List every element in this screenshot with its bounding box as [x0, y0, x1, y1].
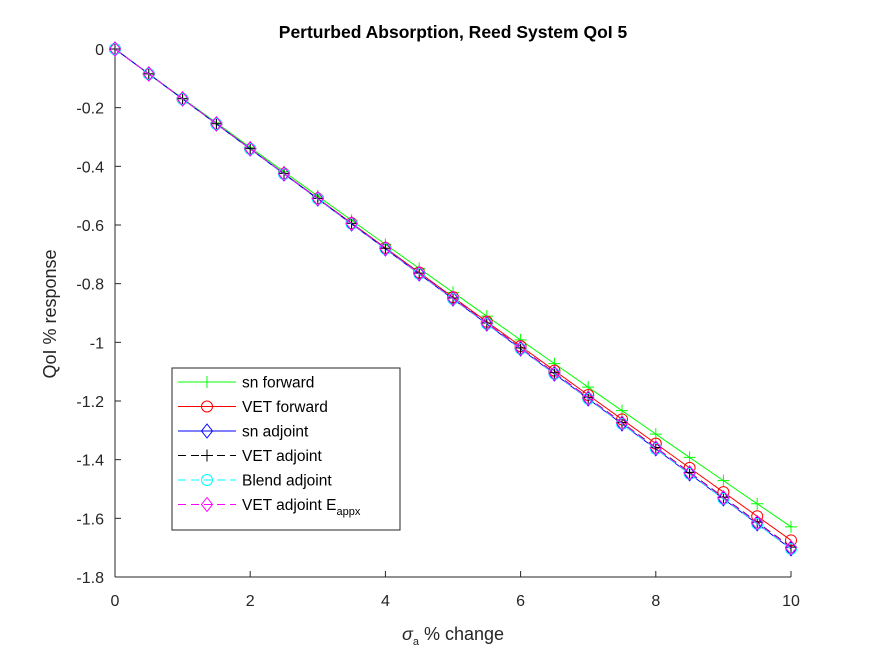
data-point [683, 466, 696, 482]
data-point [649, 440, 662, 456]
y-tick-label: -1 [90, 335, 104, 352]
x-tick-label: 10 [782, 593, 800, 610]
y-tick-label: -0.4 [76, 159, 104, 176]
data-point [176, 91, 189, 107]
data-point [514, 340, 527, 357]
legend-label: sn adjoint [242, 424, 309, 441]
data-point [785, 520, 797, 533]
legend: sn forward VET forward sn adjoint VET adjoi… [171, 367, 401, 531]
data-point [244, 140, 257, 157]
data-point [277, 165, 291, 182]
x-tick-label: 6 [516, 593, 525, 610]
legend-entry: VET adjoint [178, 448, 323, 465]
y-axis-label: QoI % response [40, 249, 60, 378]
y-tick-label: -1.4 [76, 453, 104, 470]
data-point [108, 41, 122, 57]
legend-marker [201, 400, 213, 413]
legend-marker [201, 449, 213, 462]
data-point [582, 391, 595, 407]
data-point [751, 497, 764, 510]
legend-marker [201, 376, 213, 388]
x-tick-label: 0 [111, 593, 120, 610]
y-tick-label: 0 [95, 42, 104, 59]
data-point [210, 115, 223, 132]
data-point [413, 265, 426, 282]
data-point [446, 290, 460, 307]
series-line [114, 48, 792, 549]
data-point [616, 404, 628, 417]
y-tick-label: -1.8 [76, 570, 104, 587]
data-point [311, 190, 324, 207]
data-point [615, 415, 629, 431]
x-tick-label: 2 [246, 593, 255, 610]
data-point [548, 365, 561, 381]
x-axis-label-symbol: σ [402, 624, 414, 644]
data-point [480, 315, 493, 332]
data-point [683, 451, 696, 464]
legend-label: Blend adjoint [242, 473, 332, 490]
data-point [784, 539, 798, 556]
y-tick-label: -0.2 [76, 101, 104, 118]
legend-marker [200, 423, 214, 439]
y-tick-label: -0.8 [76, 277, 104, 294]
y-tick-label: -1.6 [76, 511, 104, 528]
legend-label: sn forward [242, 375, 314, 392]
data-point [582, 390, 595, 406]
series-5 [108, 41, 798, 556]
data-point [683, 465, 696, 481]
data-point [379, 242, 392, 255]
legend-entry: Blend adjoint [178, 473, 332, 490]
legend-marker [201, 474, 213, 486]
data-point [717, 491, 730, 507]
data-point [717, 489, 730, 506]
x-axis-label: σa % change [402, 624, 504, 648]
legend-box [171, 367, 401, 531]
y-tick-label: -0.6 [76, 218, 104, 235]
x-tick-label: 4 [381, 593, 390, 610]
legend-label: VET adjoint Eappx [242, 497, 361, 518]
chart-title: Perturbed Absorption, Reed System QoI 5 [279, 22, 628, 42]
data-point [717, 474, 730, 487]
data-point [751, 514, 764, 531]
x-tick-label: 8 [651, 593, 660, 610]
data-point [379, 240, 392, 257]
legend-entry: VET adjoint Eappx [178, 496, 361, 518]
x-axis-label-subscript: a [413, 636, 420, 648]
legend-label: VET forward [242, 399, 328, 416]
legend-entry: sn adjoint [178, 423, 309, 441]
y-tick-label: -1.2 [76, 394, 104, 411]
legend-marker [200, 496, 214, 513]
data-point [142, 66, 155, 82]
legend-label: VET adjoint [242, 448, 323, 465]
data-point [210, 117, 223, 130]
legend-entry: sn forward [178, 375, 314, 392]
x-axis-label-text: % change [419, 624, 504, 644]
data-point [345, 215, 358, 232]
legend-entry: VET forward [178, 399, 328, 416]
data-point [244, 142, 257, 155]
